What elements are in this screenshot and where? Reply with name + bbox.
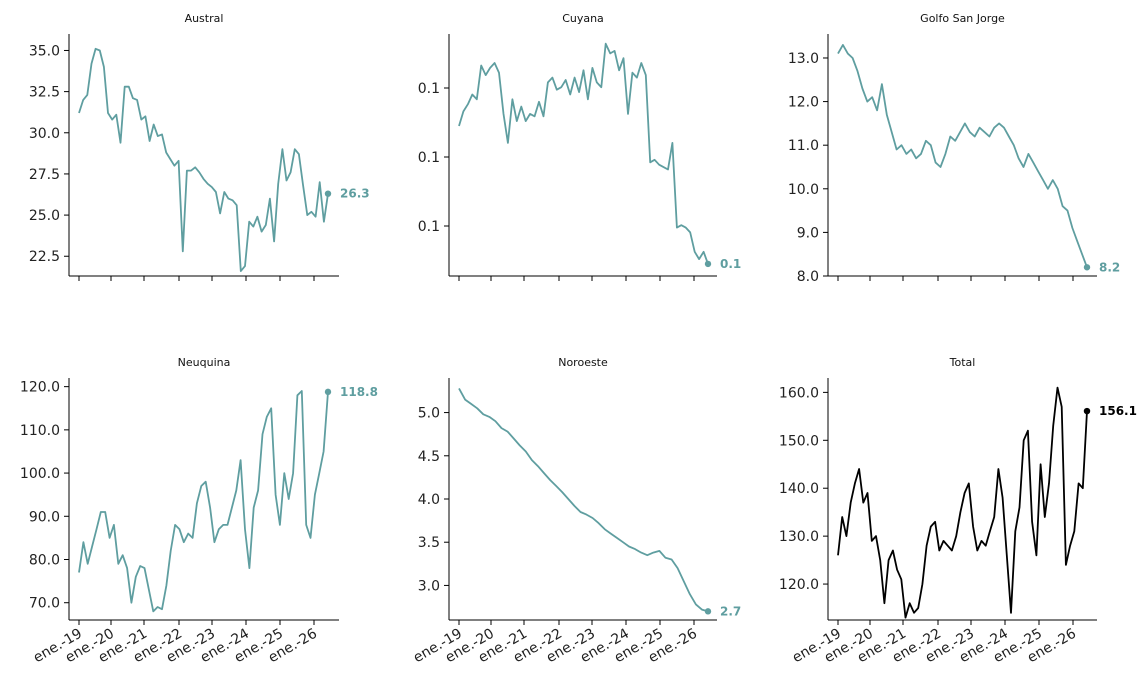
panel-golfo-san-jorge: Golfo San Jorge 13.0 12.0 11.0 10.0 9.0 8.0 8.2 bbox=[788, 12, 1120, 285]
panel-neuquina: Neuquina120.0110.0100.090.080.070.0ene.-… bbox=[20, 356, 378, 666]
end-value-label: 8.2 bbox=[1099, 260, 1120, 274]
series-line bbox=[78, 390, 329, 613]
end-value-label: 0.1 bbox=[720, 257, 741, 271]
y-tick-label: 120.0 bbox=[779, 577, 819, 593]
y-tick-label: 8.0 bbox=[797, 269, 819, 285]
y-tick-label: 0.1 bbox=[418, 81, 440, 97]
y-tick-label: 0.1 bbox=[418, 150, 440, 166]
end-point-marker bbox=[324, 190, 332, 197]
y-tick-label: 5.0 bbox=[418, 406, 440, 422]
panel-austral: Austral 35.0 32.5 30.0 27.5 25.0 22.5 26.3 bbox=[29, 12, 370, 281]
end-value-label: 26.3 bbox=[340, 187, 370, 201]
y-tick-label: 120.0 bbox=[20, 380, 60, 396]
y-tick-label: 100.0 bbox=[20, 466, 60, 482]
y-tick-label: 35.0 bbox=[29, 43, 60, 59]
end-point-marker bbox=[1083, 407, 1091, 415]
panel-title: Total bbox=[949, 356, 976, 369]
end-point-marker bbox=[704, 608, 712, 615]
series-line bbox=[78, 47, 329, 273]
panel-total: Total160.0150.0140.0130.0120.0ene.-19ene… bbox=[779, 356, 1137, 666]
y-tick-label: 32.5 bbox=[29, 85, 60, 101]
y-tick-label: 110.0 bbox=[20, 423, 60, 439]
panel-cuyana: Cuyana 0.1 0.1 0.1 0.1 bbox=[418, 12, 741, 281]
y-tick-label: 4.5 bbox=[418, 449, 440, 465]
y-tick-label: 9.0 bbox=[797, 225, 819, 241]
y-tick-label: 13.0 bbox=[788, 51, 819, 67]
panel-title: Austral bbox=[185, 12, 224, 25]
small-multiples-grid: Austral 35.0 32.5 30.0 27.5 25.0 22.5 26.3 Cuyan… bbox=[20, 12, 1137, 666]
y-tick-label: 10.0 bbox=[788, 182, 819, 198]
end-value-label: 2.7 bbox=[720, 604, 741, 618]
y-tick-label: 160.0 bbox=[779, 385, 819, 401]
end-value-label: 156.1 bbox=[1099, 404, 1137, 418]
end-value-label: 118.8 bbox=[340, 385, 378, 399]
panel-title: Golfo San Jorge bbox=[920, 12, 1005, 25]
y-tick-label: 3.5 bbox=[418, 535, 440, 551]
y-tick-label: 3.0 bbox=[418, 578, 440, 594]
y-tick-label: 70.0 bbox=[29, 596, 60, 612]
y-tick-label: 11.0 bbox=[788, 138, 819, 154]
y-tick-label: 4.0 bbox=[418, 492, 440, 508]
end-point-marker bbox=[1083, 264, 1091, 271]
y-tick-label: 30.0 bbox=[29, 126, 60, 142]
end-point-marker bbox=[324, 388, 332, 396]
y-tick-label: 22.5 bbox=[29, 249, 60, 265]
end-point-marker bbox=[704, 260, 712, 268]
y-tick-label: 25.0 bbox=[29, 208, 60, 224]
y-tick-label: 0.1 bbox=[418, 219, 440, 235]
series-line bbox=[837, 386, 1088, 619]
y-tick-label: 90.0 bbox=[29, 509, 60, 525]
y-tick-label: 27.5 bbox=[29, 167, 60, 183]
series-line bbox=[837, 44, 1088, 268]
series-line bbox=[458, 387, 709, 613]
y-tick-label: 130.0 bbox=[779, 529, 819, 545]
panel-title: Noroeste bbox=[558, 356, 608, 369]
series-line bbox=[458, 42, 709, 265]
panel-noroeste: Noroeste5.04.54.03.53.0ene.-19ene.-20ene… bbox=[411, 356, 742, 666]
panel-title: Neuquina bbox=[178, 356, 231, 369]
y-tick-label: 80.0 bbox=[29, 553, 60, 569]
y-tick-label: 12.0 bbox=[788, 95, 819, 111]
y-tick-label: 150.0 bbox=[779, 433, 819, 449]
y-tick-label: 140.0 bbox=[779, 481, 819, 497]
panel-title: Cuyana bbox=[562, 12, 604, 25]
